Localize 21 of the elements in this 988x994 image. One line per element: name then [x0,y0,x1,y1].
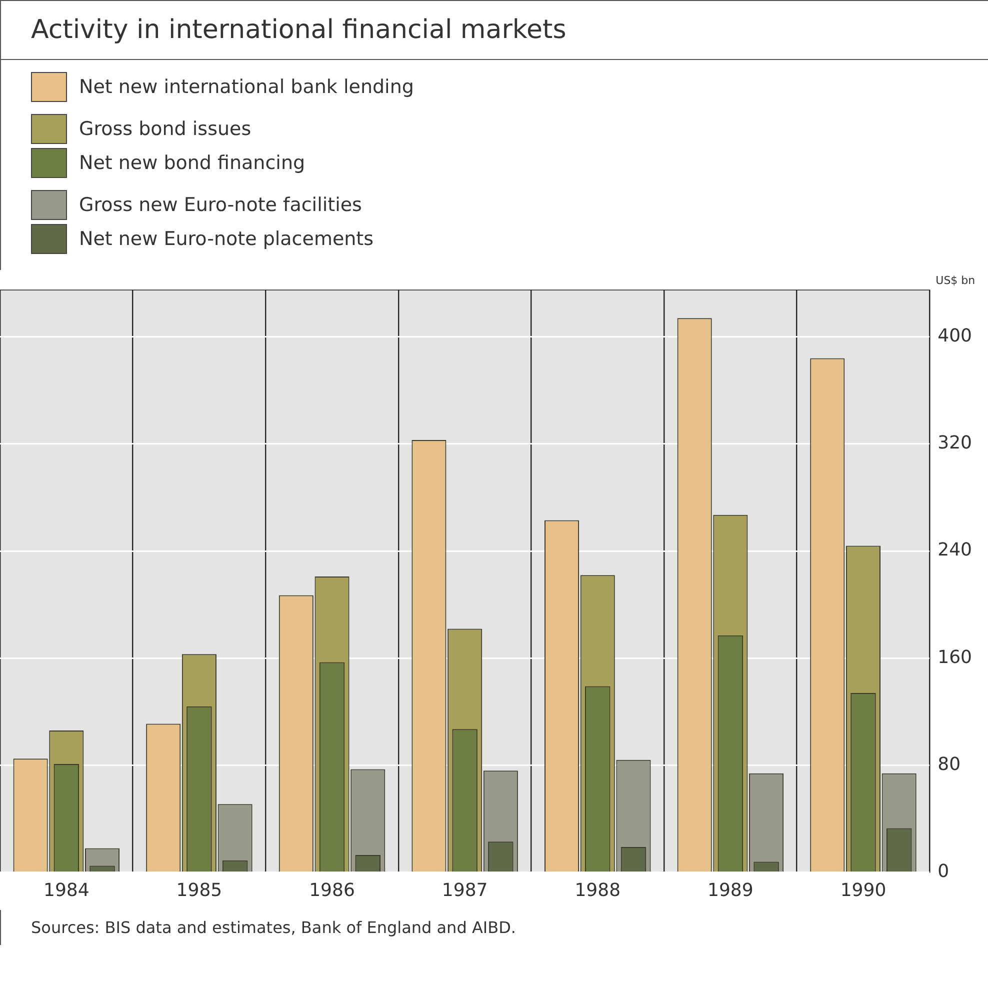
y-tick-label: 240 [938,540,972,561]
x-tick-label: 1986 [309,880,355,901]
y-tick-label: 160 [938,646,972,668]
legend-label: Net new international bank lending [79,76,414,98]
legend-label: Net new bond financing [79,152,306,174]
source-note: Sources: BIS data and estimates, Bank of England and AIBD. [0,910,988,945]
x-tick-label: 1984 [43,880,90,901]
x-tick-label: 1985 [176,880,222,901]
legend-label: Net new Euro-note placements [79,228,374,250]
x-tick-label: 1990 [840,880,886,901]
legend-label: Gross new Euro-note facilities [79,194,362,216]
x-tick-label: 1988 [574,880,621,901]
x-tick-label: 1987 [442,880,488,901]
chart-title: Activity in international financial markets [0,0,988,60]
y-axis-title: US$ bn [936,274,976,287]
y-tick-label: 80 [938,754,961,775]
x-tick-label: 1989 [708,880,754,901]
legend-label: Gross bond issues [79,118,252,140]
y-tick-label: 400 [938,326,972,347]
y-tick-label: 0 [938,861,950,882]
y-tick-label: 320 [938,432,972,454]
